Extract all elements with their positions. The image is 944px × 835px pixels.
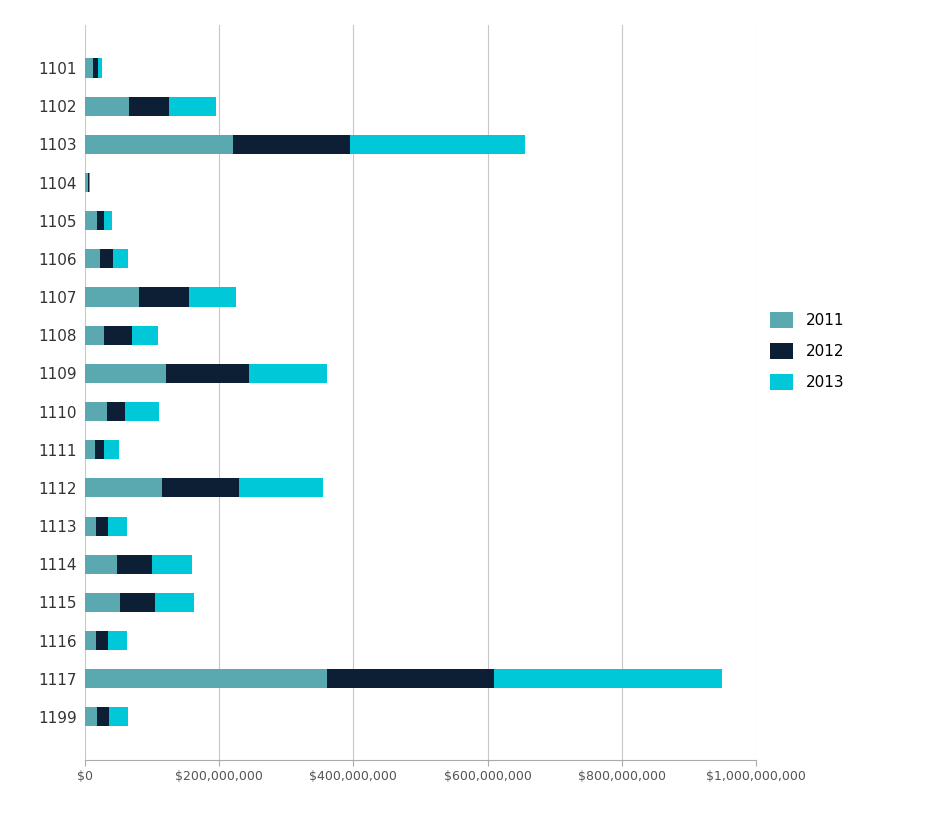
Bar	[100, 250, 113, 268]
Bar	[85, 707, 97, 726]
Bar	[232, 134, 349, 154]
Bar	[97, 211, 104, 230]
Bar	[120, 593, 155, 612]
Bar	[85, 517, 95, 535]
Bar	[85, 669, 327, 688]
Bar	[494, 669, 722, 688]
Bar	[155, 593, 194, 612]
Bar	[95, 440, 104, 459]
Bar	[85, 631, 95, 650]
Bar	[85, 58, 93, 78]
Bar	[85, 326, 104, 345]
Bar	[165, 364, 249, 383]
Bar	[108, 631, 126, 650]
Bar	[95, 631, 108, 650]
Bar	[85, 364, 165, 383]
Bar	[104, 211, 111, 230]
Bar	[85, 440, 95, 459]
Bar	[113, 250, 127, 268]
Bar	[139, 287, 189, 306]
Bar	[97, 707, 110, 726]
Bar	[189, 287, 236, 306]
Legend: 2011, 2012, 2013: 2011, 2012, 2013	[769, 312, 843, 391]
Bar	[104, 440, 119, 459]
Bar	[93, 58, 98, 78]
Bar	[85, 211, 97, 230]
Bar	[108, 517, 126, 535]
Bar	[85, 402, 107, 421]
Bar	[104, 326, 132, 345]
Bar	[85, 134, 232, 154]
Bar	[162, 478, 239, 498]
Bar	[85, 287, 139, 306]
Bar	[85, 173, 88, 192]
Bar	[85, 554, 117, 574]
Bar	[89, 173, 91, 192]
Bar	[95, 517, 108, 535]
Bar	[110, 707, 127, 726]
Bar	[152, 554, 193, 574]
Bar	[349, 134, 524, 154]
Bar	[128, 97, 169, 116]
Bar	[239, 478, 323, 498]
Bar	[126, 402, 159, 421]
Bar	[98, 58, 102, 78]
Bar	[85, 250, 100, 268]
Bar	[327, 669, 494, 688]
Bar	[117, 554, 152, 574]
Bar	[132, 326, 158, 345]
Bar	[88, 173, 89, 192]
Bar	[107, 402, 126, 421]
Bar	[169, 97, 215, 116]
Bar	[249, 364, 327, 383]
Bar	[85, 97, 128, 116]
Bar	[85, 478, 162, 498]
Bar	[85, 593, 120, 612]
